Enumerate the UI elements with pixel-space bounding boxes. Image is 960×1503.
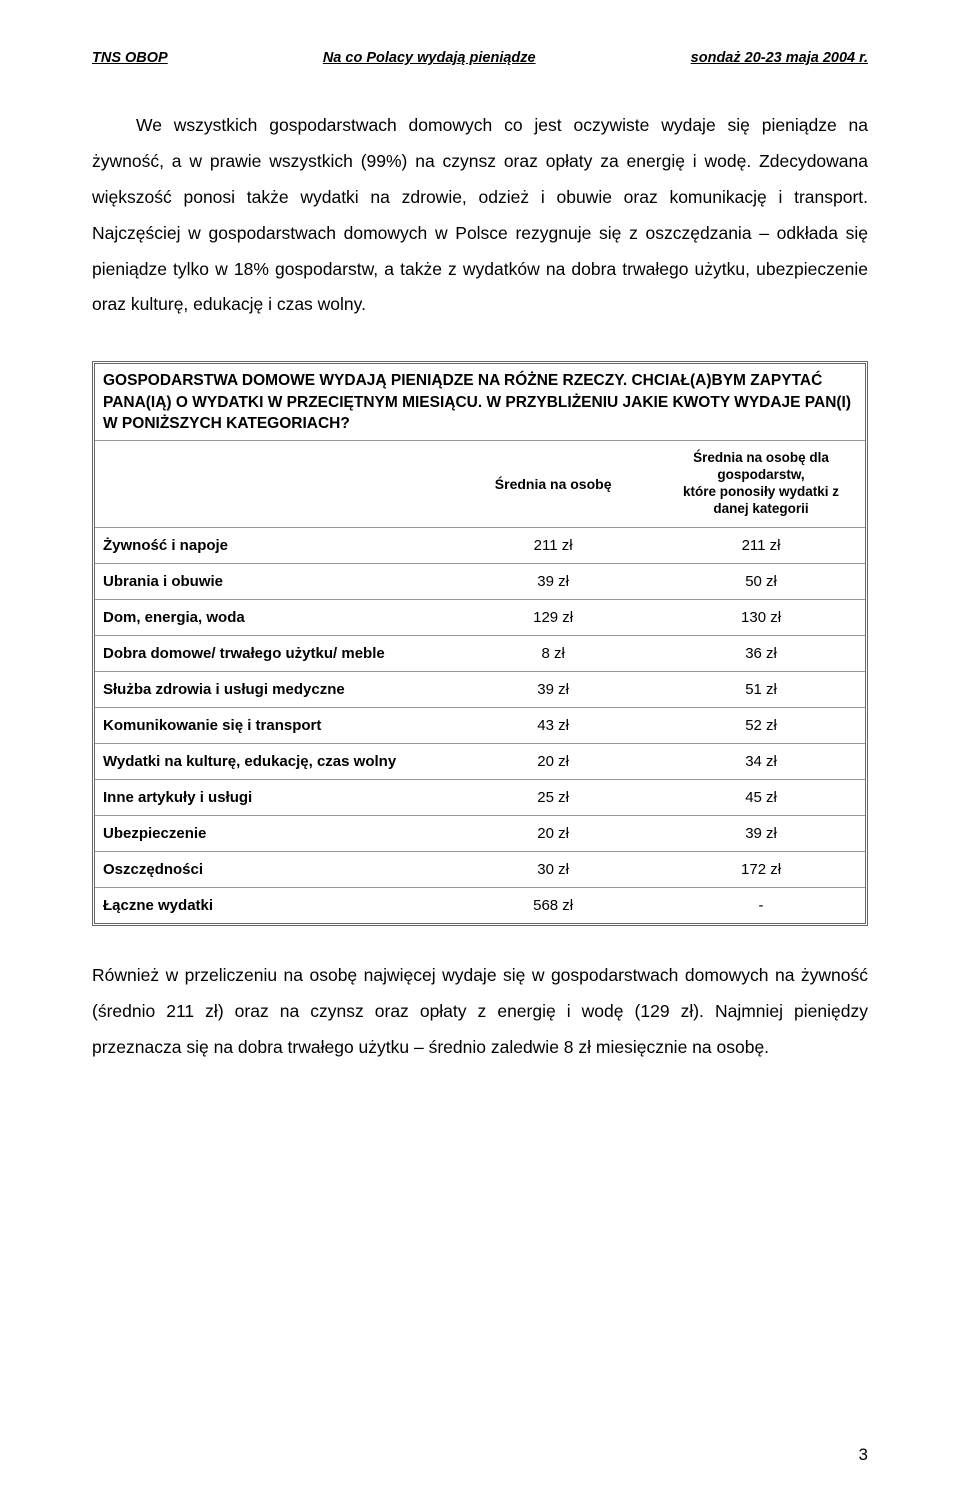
table-row: Komunikowanie się i transport43 zł52 zł [95,707,865,743]
table-row: Wydatki na kulturę, edukację, czas wolny… [95,743,865,779]
paragraph-outro-text: Również w przeliczeniu na osobę najwięce… [92,965,868,1057]
row-value-avg-filtered: 36 zł [657,635,865,671]
row-label: Oszczędności [95,851,449,887]
row-label: Komunikowanie się i transport [95,707,449,743]
row-value-avg: 211 zł [449,527,657,563]
row-value-avg-filtered: 50 zł [657,563,865,599]
row-label: Służba zdrowia i usługi medyczne [95,671,449,707]
table-row: Żywność i napoje211 zł211 zł [95,527,865,563]
row-label: Łączne wydatki [95,887,449,923]
row-value-avg-filtered: - [657,887,865,923]
table-row: Służba zdrowia i usługi medyczne39 zł51 … [95,671,865,707]
row-label: Dom, energia, woda [95,599,449,635]
row-value-avg: 39 zł [449,671,657,707]
col-header-avg-filtered-line2: które ponosiły wydatki z danej kategorii [665,484,857,518]
col-header-avg-filtered: Średnia na osobę dla gospodarstw, które … [657,441,865,527]
table-row: Ubezpieczenie20 zł39 zł [95,815,865,851]
row-value-avg: 129 zł [449,599,657,635]
row-value-avg: 20 zł [449,815,657,851]
row-label: Ubezpieczenie [95,815,449,851]
table-header-row: Średnia na osobę Średnia na osobę dla go… [95,441,865,527]
row-value-avg-filtered: 45 zł [657,779,865,815]
header-right: sondaż 20-23 maja 2004 r. [691,50,868,66]
row-value-avg: 8 zł [449,635,657,671]
header-center: Na co Polacy wydają pieniądze [323,50,536,66]
row-label: Żywność i napoje [95,527,449,563]
row-value-avg-filtered: 172 zł [657,851,865,887]
running-header: TNS OBOP Na co Polacy wydają pieniądze s… [92,50,868,66]
row-value-avg: 39 zł [449,563,657,599]
row-value-avg-filtered: 130 zł [657,599,865,635]
header-left: TNS OBOP [92,50,168,66]
table-question: GOSPODARSTWA DOMOWE WYDAJĄ PIENIĄDZE NA … [95,364,865,441]
paragraph-intro-text: We wszystkich gospodarstwach domowych co… [92,115,868,314]
page-number: 3 [859,1445,868,1465]
table-row: Oszczędności30 zł172 zł [95,851,865,887]
col-header-category [95,441,449,527]
col-header-avg-filtered-line1: Średnia na osobę dla gospodarstw, [665,450,857,484]
row-value-avg: 30 zł [449,851,657,887]
col-header-avg: Średnia na osobę [449,441,657,527]
row-label: Inne artykuły i usługi [95,779,449,815]
row-value-avg: 43 zł [449,707,657,743]
table-row: Ubrania i obuwie39 zł50 zł [95,563,865,599]
row-value-avg-filtered: 34 zł [657,743,865,779]
expenditure-table-container: GOSPODARSTWA DOMOWE WYDAJĄ PIENIĄDZE NA … [92,361,868,926]
row-value-avg-filtered: 51 zł [657,671,865,707]
table-row: Dobra domowe/ trwałego użytku/ meble8 zł… [95,635,865,671]
table-row: Inne artykuły i usługi25 zł45 zł [95,779,865,815]
row-value-avg: 25 zł [449,779,657,815]
row-value-avg: 568 zł [449,887,657,923]
row-value-avg-filtered: 52 zł [657,707,865,743]
row-value-avg: 20 zł [449,743,657,779]
row-value-avg-filtered: 211 zł [657,527,865,563]
row-label: Ubrania i obuwie [95,563,449,599]
paragraph-outro: Również w przeliczeniu na osobę najwięce… [92,958,868,1066]
paragraph-intro: We wszystkich gospodarstwach domowych co… [92,108,868,323]
table-row: Dom, energia, woda129 zł130 zł [95,599,865,635]
expenditure-table: Średnia na osobę Średnia na osobę dla go… [95,441,865,923]
row-label: Dobra domowe/ trwałego użytku/ meble [95,635,449,671]
table-row: Łączne wydatki568 zł- [95,887,865,923]
row-label: Wydatki na kulturę, edukację, czas wolny [95,743,449,779]
row-value-avg-filtered: 39 zł [657,815,865,851]
